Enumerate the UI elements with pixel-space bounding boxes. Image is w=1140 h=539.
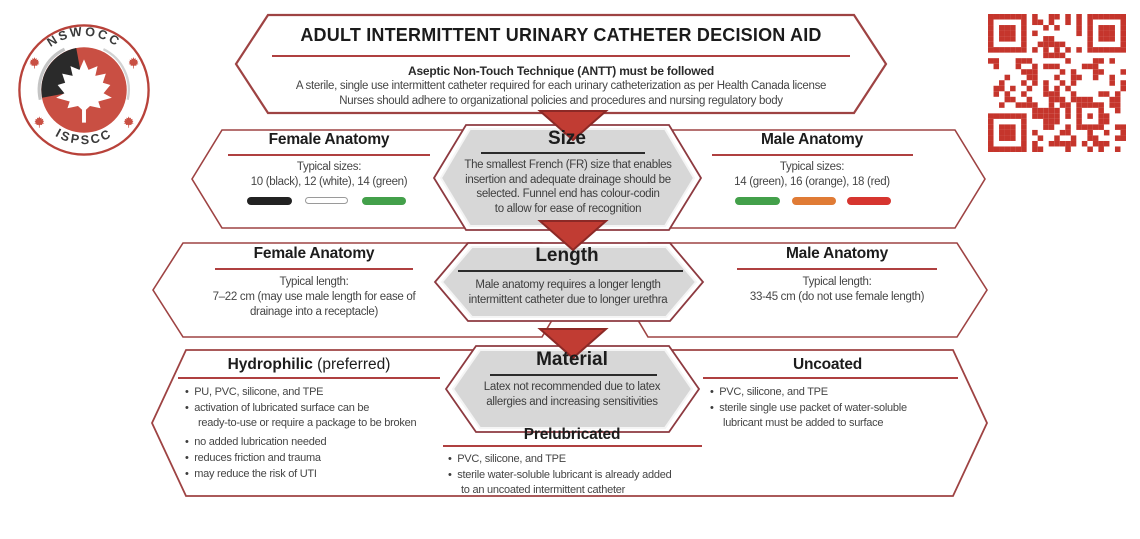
uncoated-bullet-2: sterile single use packet of water-solub…: [710, 402, 907, 414]
qr-code: [988, 14, 1126, 152]
title-note-2: Nurses should adhere to organizational p…: [339, 95, 783, 107]
female-size-swatch-white: [305, 197, 348, 204]
size-male-label: Typical sizes:: [779, 161, 845, 173]
hydrophilic-bullet-5: may reduce the risk of UTI: [185, 468, 317, 480]
length-title-underline: [458, 270, 683, 272]
title-note-1: A sterile, single use intermittent cathe…: [295, 80, 827, 92]
hydrophilic-bullet-2-cont: ready-to-use or require a package to be …: [198, 417, 417, 429]
material-title: Material: [536, 349, 608, 370]
size-line-1: The smallest French (FR) size that enabl…: [464, 159, 672, 171]
size-male-value: 14 (green), 16 (orange), 18 (red): [734, 176, 890, 188]
length-female-title: Female Anatomy: [253, 245, 375, 262]
title-underline: [272, 55, 850, 57]
size-female-label: Typical sizes:: [296, 161, 362, 173]
uncoated-underline: [703, 377, 958, 379]
length-male-label: Typical length:: [802, 276, 872, 288]
prelubricated-title: Prelubricated: [523, 426, 621, 443]
arrow-down-3: [537, 328, 609, 360]
prelubricated-bullet-1: PVC, silicone, and TPE: [448, 453, 566, 465]
material-hexagon-inner: [451, 349, 694, 429]
size-female-underline: [228, 154, 430, 156]
size-title: Size: [547, 128, 587, 149]
title-hexagon: [234, 13, 888, 115]
length-female-underline: [215, 268, 413, 270]
length-title: Length: [535, 245, 599, 266]
prelubricated-underline: [443, 445, 702, 447]
length-female-line-2: drainage into a receptacle): [249, 306, 379, 318]
prelubricated-bullet-2: sterile water-soluble lubricant is alrea…: [448, 469, 671, 481]
nswocc-logo: NSWOCC ISPSCC: [18, 24, 150, 156]
hydrophilic-bullet-2: activation of lubricated surface can be: [185, 402, 369, 414]
arrow-down-2: [537, 220, 609, 252]
length-female-label: Typical length:: [279, 276, 349, 288]
hydrophilic-title-note: (preferred): [312, 356, 391, 373]
length-line-2: intermittent catheter due to longer uret…: [468, 294, 668, 306]
size-line-2: insertion and adequate drainage should b…: [465, 173, 671, 186]
size-line-3: selected. Funnel end has colour-codin: [476, 188, 660, 200]
female-size-swatch-black: [247, 197, 292, 205]
length-male-title: Male Anatomy: [785, 245, 889, 262]
length-line-1: Male anatomy requires a longer length: [475, 279, 661, 291]
length-hexagon-inner: [440, 246, 698, 318]
female-size-swatch-green: [362, 197, 406, 205]
hydrophilic-underline: [178, 377, 440, 379]
logo-gray-swoosh-right: [102, 48, 130, 100]
size-title-underline: [481, 152, 645, 154]
logo-gray-swoosh-left: [37, 47, 66, 101]
size-male-underline: [712, 154, 913, 156]
length-female-line-1: 7–22 cm (may use male length for ease of: [212, 291, 416, 303]
size-line-4: to allow for ease of recognition: [494, 202, 642, 215]
male-size-swatch-green: [735, 197, 780, 205]
male-size-swatch-red: [847, 197, 891, 205]
length-male-underline: [737, 268, 937, 270]
uncoated-title: Uncoated: [792, 356, 863, 373]
uncoated-bullet-2-cont: lubricant must be added to surface: [723, 417, 884, 429]
arrow-down-1: [537, 110, 609, 142]
hydrophilic-bullet-1: PU, PVC, silicone, and TPE: [185, 386, 323, 398]
antt-rule: Aseptic Non-Touch Technique (ANTT) must …: [407, 64, 714, 78]
size-male-title: Male Anatomy: [760, 131, 864, 148]
length-male-line-1: 33-45 cm (do not use female length): [749, 291, 925, 303]
hydrophilic-title: Hydrophilic (preferred): [179, 356, 439, 374]
uncoated-bullet-1: PVC, silicone, and TPE: [710, 386, 828, 398]
prelubricated-bullet-2-cont: to an uncoated intermittent catheter: [461, 484, 626, 496]
page-title: ADULT INTERMITTENT URINARY CATHETER DECI…: [300, 25, 822, 45]
hydrophilic-bullet-4: reduces friction and trauma: [185, 452, 321, 464]
logo-bottom-text: ISPSCC: [53, 126, 112, 147]
hydrophilic-title-bold: Hydrophilic: [227, 356, 313, 373]
material-line-2: allergies and increasing sensitivities: [486, 396, 658, 408]
material-title-underline: [490, 374, 657, 376]
hydrophilic-bullet-3: no added lubrication needed: [185, 436, 326, 448]
male-size-swatch-orange: [792, 197, 836, 205]
size-female-value: 10 (black), 12 (white), 14 (green): [250, 176, 408, 188]
size-female-title: Female Anatomy: [268, 131, 390, 148]
material-line-1: Latex not recommended due to latex: [483, 381, 661, 393]
svg-text:ISPSCC: ISPSCC: [53, 126, 114, 147]
